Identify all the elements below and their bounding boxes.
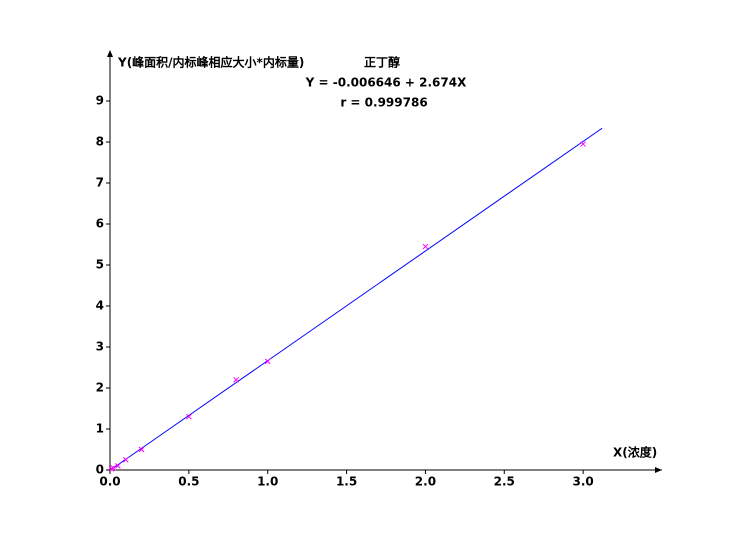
data-point <box>138 446 145 453</box>
data-point <box>580 141 586 147</box>
y-tick-label: 8 <box>96 135 104 149</box>
data-point <box>422 243 429 250</box>
data-point <box>122 456 129 463</box>
x-axis-arrow <box>655 467 662 473</box>
y-axis-label: Y(峰面积/内标峰相应大小*内标量) <box>117 55 304 70</box>
x-tick-label: 1.0 <box>257 475 278 489</box>
x-tick-label: 2.5 <box>494 475 515 489</box>
fit-line <box>109 127 603 471</box>
y-tick-label: 5 <box>96 258 104 272</box>
y-tick-label: 1 <box>96 422 104 436</box>
data-point <box>108 465 115 472</box>
equation: Y = -0.006646 + 2.674X <box>305 76 467 90</box>
y-tick-label: 2 <box>96 381 104 395</box>
data-point <box>233 376 240 383</box>
x-tick-label: 2.0 <box>415 475 436 489</box>
x-tick-label: 3.0 <box>573 475 594 489</box>
data-point <box>110 465 117 471</box>
correlation: r = 0.999786 <box>340 96 427 110</box>
x-tick-label: 0.0 <box>99 475 120 489</box>
y-tick-label: 4 <box>96 299 104 313</box>
y-tick-label: 3 <box>96 340 104 354</box>
chart-title: 正丁醇 <box>364 55 400 70</box>
data-point <box>115 463 121 469</box>
x-tick-label: 1.5 <box>336 475 357 489</box>
y-axis-arrow <box>107 50 113 57</box>
data-point <box>186 413 192 420</box>
y-tick-label: 9 <box>96 94 104 108</box>
data-point <box>264 358 271 365</box>
x-axis-label: X(浓度) <box>613 445 657 460</box>
y-tick-label: 6 <box>96 217 104 231</box>
x-tick-label: 0.5 <box>178 475 199 489</box>
y-tick-label: 7 <box>96 176 104 190</box>
y-tick-label: 0 <box>96 463 104 477</box>
